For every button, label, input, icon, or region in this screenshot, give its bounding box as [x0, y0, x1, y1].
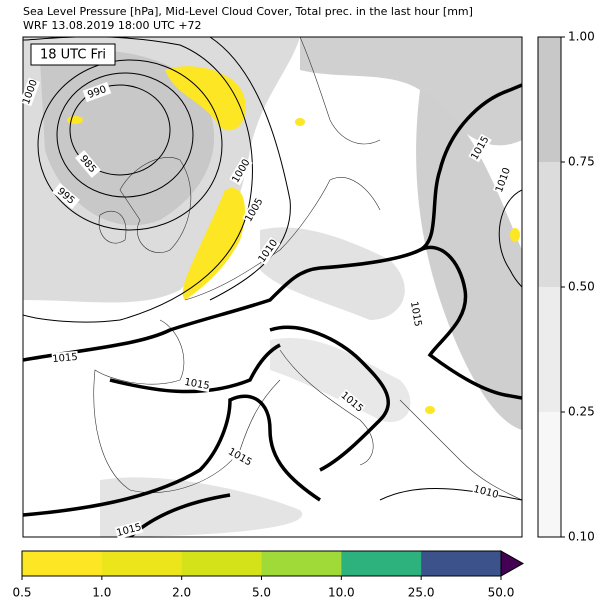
contour-label-bg: [225, 445, 255, 469]
colorbar-segment: [341, 551, 422, 576]
colorbar-segment: [538, 37, 561, 162]
colorbar-tick-label: 1.00: [568, 30, 595, 44]
colorbar-tick-label: 0.25: [568, 405, 595, 419]
colorbar-segment: [538, 287, 561, 412]
time-label: 18 UTC Fri: [40, 48, 106, 63]
colorbar-tick-label: 2.0: [172, 586, 191, 600]
contour-label: 1015: [52, 352, 78, 365]
colorbar-tick-label: 0.5: [12, 586, 31, 600]
contour-label-bg: [471, 482, 501, 502]
colorbar-segment: [261, 551, 342, 576]
precipitation: [67, 66, 520, 414]
colorbar-tick-label: 25.0: [408, 586, 435, 600]
precip-colorbar: 0.5 1.0 2.0 5.0 10.0 25.0 50.0: [12, 550, 525, 600]
colorbar-tick-label: 10.0: [328, 586, 355, 600]
contour-label-bg: [183, 375, 211, 393]
contour-label-bg: [51, 350, 79, 366]
colorbar-tick-label: 1.0: [92, 586, 111, 600]
contour-label: 1015: [408, 301, 423, 328]
contour-label-bg: [407, 300, 425, 328]
colorbar-segment: [22, 551, 103, 576]
contour-label-bg: [338, 389, 366, 415]
colorbar-segment: [101, 551, 183, 576]
colorbar-tick-label: 0.10: [568, 530, 595, 544]
contour-label-bg: [75, 150, 101, 178]
subtitle: WRF 13.08.2019 18:00 UTC +72: [23, 19, 202, 32]
map-frame: [22, 36, 523, 538]
time-box: [30, 43, 116, 66]
contour-label-bg: [492, 165, 514, 195]
contour-label-bg: [52, 183, 80, 209]
title: Sea Level Pressure [hPa], Mid-Level Clou…: [23, 5, 473, 18]
colorbar-extend: [500, 550, 525, 577]
colorbar-segment: [421, 551, 502, 576]
contour-label-bg: [242, 195, 266, 225]
colorbar-tick-label: 0.75: [568, 155, 595, 169]
contour-label-bg: [114, 520, 144, 540]
colorbar-segment: [538, 162, 561, 287]
isobar-1015: [23, 83, 522, 537]
contour-label: 1015: [183, 377, 210, 392]
contour-label-bg: [255, 236, 281, 266]
map: [23, 37, 522, 537]
contour-label-bg: [19, 77, 41, 107]
contour-label-bg: [468, 133, 492, 163]
cloud-colorbar: 0.10 0.25 0.50 0.75 1.00: [537, 30, 595, 544]
colorbar-segment: [538, 412, 561, 537]
contour-label-bg: [82, 81, 112, 103]
colorbar-tick-label: 50.0: [488, 586, 515, 600]
colorbar-tick-label: 5.0: [252, 586, 271, 600]
colorbar-segment: [181, 551, 262, 576]
colorbar-tick-label: 0.50: [568, 280, 595, 294]
contour-label-bg: [229, 156, 253, 186]
